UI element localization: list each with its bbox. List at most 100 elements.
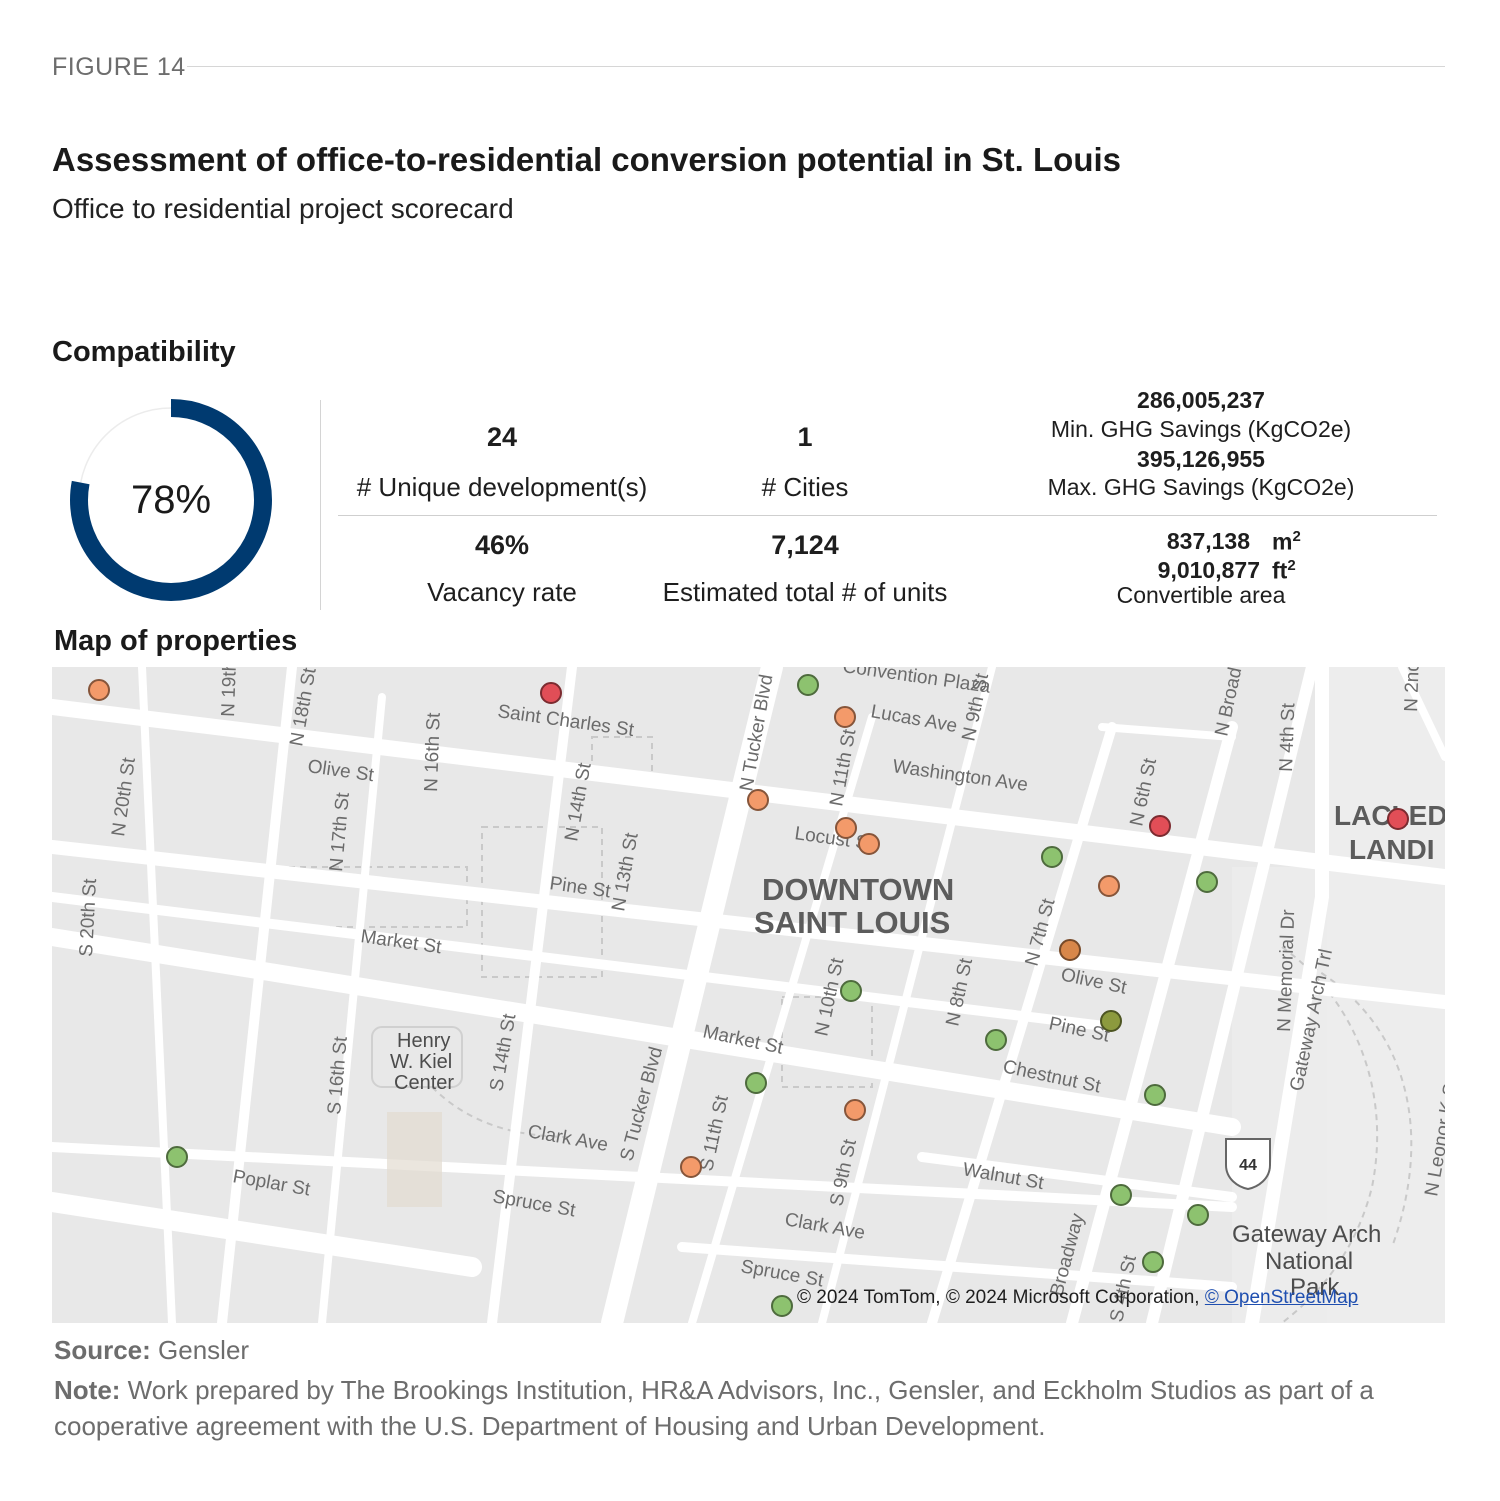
compatibility-percent: 78% [130,478,212,522]
property-marker[interactable] [1387,808,1409,830]
property-marker[interactable] [1142,1251,1164,1273]
property-marker[interactable] [1059,939,1081,961]
openstreetmap-link[interactable]: © OpenStreetMap [1204,1287,1359,1308]
property-marker[interactable] [844,1099,866,1121]
property-marker[interactable] [1041,846,1063,868]
unique-dev-label: # Unique development(s) [356,472,648,502]
property-marker[interactable] [745,1072,767,1094]
property-marker[interactable] [88,679,110,701]
property-marker[interactable] [1149,815,1171,837]
street-tucker [601,667,783,1323]
property-marker[interactable] [834,706,856,728]
page-title: Assessment of office-to-residential conv… [52,141,1122,178]
street-16th [318,693,386,1323]
footpath [591,736,653,778]
street-2nd [1398,667,1445,761]
street-spruce [677,1242,1237,1292]
poi-laclede-line2: LANDI [1349,834,1435,865]
streets [52,667,1445,1323]
street-7th [927,722,1117,1323]
figure-label: FIGURE 14 [52,53,186,81]
area-ft2-value: 9,010,877 [1157,557,1260,583]
area-m2-value: 837,138 [1166,528,1250,554]
area-label: Convertible area [1116,582,1286,608]
highway-64 [52,1192,482,1277]
property-marker[interactable] [985,1029,1007,1051]
shield-number: 44 [1239,1157,1257,1174]
property-marker[interactable] [540,682,562,704]
property-marker[interactable] [1187,1204,1209,1226]
kiel-center-block [371,1026,463,1088]
compatibility-donut [70,399,272,601]
street-18th [217,667,297,1323]
property-marker[interactable] [858,833,880,855]
min-ghg-value: 286,005,237 [1137,387,1265,413]
street-convention-plaza [1098,723,1236,741]
property-marker[interactable] [166,1146,188,1168]
area-ft2-unit: ft2 [1272,557,1296,584]
map-canvas: N 20th St N 19th N 18th St N 16th St N 1… [52,667,1445,1323]
shield-shape-icon [1225,1138,1271,1191]
district-label-line2: SAINT LOUIS [754,905,950,940]
property-marker[interactable] [1196,871,1218,893]
map-attribution: © 2024 TomTom, © 2024 Microsoft Corporat… [797,1287,1358,1309]
vacancy-value: 46% [474,530,530,560]
street-label: N 19th [218,667,241,717]
property-marker[interactable] [835,817,857,839]
property-marker[interactable] [771,1295,793,1317]
kpi-horizontal-divider [338,515,1437,516]
sand-lot [387,1112,442,1207]
property-marker[interactable] [747,789,769,811]
street-label: S 20th St [76,877,101,957]
footpath [1311,966,1413,1248]
street-label: N 2nd St [1401,667,1425,712]
units-label: Estimated total # of units [662,577,948,607]
figure-rule [187,66,1445,67]
poi-kiel-line1: Henry [397,1030,450,1052]
cities-value: 1 [797,422,813,452]
poi-kiel-line2: W. Kiel [390,1051,452,1073]
street-14th [487,667,577,1323]
street-market-ave [52,840,1445,1009]
street-label: N 16th St [421,712,445,793]
property-markers[interactable] [88,674,1409,1317]
footpath [1281,946,1379,1323]
compatibility-heading: Compatibility [52,336,236,368]
street-label: N 4th St [1276,702,1299,772]
min-ghg-label: Min. GHG Savings (KgCO2e) [1050,416,1352,442]
street-market [52,928,1241,1136]
poi-arch-line1: Gateway Arch [1232,1221,1381,1248]
interstate-44-shield: 44 [1225,1138,1271,1191]
vacancy-label: Vacancy rate [427,577,577,607]
property-marker[interactable] [797,674,819,696]
cities-label: # Cities [761,472,849,502]
source-text: Gensler [150,1335,250,1365]
kpi-vertical-divider [320,400,321,610]
attribution-text: © 2024 TomTom, © 2024 Microsoft Corporat… [797,1287,1200,1308]
street-20th [138,667,176,1323]
street-label: N Memorial Dr [1274,908,1299,1032]
map-heading: Map of properties [54,625,298,657]
district-label-line1: DOWNTOWN [762,872,954,907]
poi-arch-line3: Park [1290,1274,1340,1301]
street-4th [1146,667,1318,1323]
property-marker[interactable] [1144,1084,1166,1106]
property-marker[interactable] [840,980,862,1002]
poi-arch-line2: National [1265,1248,1353,1275]
units-value: 7,124 [771,530,839,560]
note-text: Work prepared by The Brookings Instituti… [54,1375,1374,1441]
note-label: Note: [54,1375,121,1405]
property-marker[interactable] [1098,875,1120,897]
max-ghg-label: Max. GHG Savings (KgCO2e) [1047,474,1355,500]
property-marker[interactable] [680,1156,702,1178]
footpath [481,826,603,978]
note-line: Note: Work prepared by The Brookings Ins… [54,1372,1454,1444]
street-pine [52,892,1117,1032]
property-marker[interactable] [1100,1010,1122,1032]
property-marker[interactable] [1110,1184,1132,1206]
page-subtitle: Office to residential project scorecard [52,193,514,224]
property-map[interactable]: N 20th St N 19th N 18th St N 16th St N 1… [52,667,1445,1323]
street-memorial-dr [1245,667,1329,1323]
street-9th [818,667,996,1323]
max-ghg-value: 395,126,955 [1137,446,1265,472]
